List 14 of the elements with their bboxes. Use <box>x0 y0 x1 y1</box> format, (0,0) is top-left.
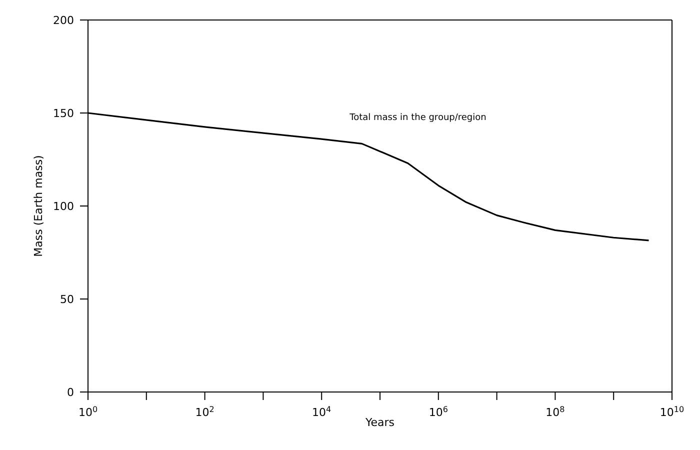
x-axis-title: Years <box>364 416 395 429</box>
x-tick-label: 10$^{8}$ <box>546 404 565 419</box>
annotation: Total mass in the group/region <box>348 113 486 123</box>
y-tick-label: 100 <box>53 200 74 213</box>
y-tick-label: 200 <box>53 14 74 27</box>
y-tick-label: 0 <box>67 386 74 399</box>
x-tick-label: 10$^{4}$ <box>312 404 332 419</box>
x-tick-label: 10$^{10}$ <box>660 404 684 419</box>
y-tick-label: 50 <box>60 293 74 306</box>
y-tick-label: 150 <box>53 107 74 120</box>
x-tick-label: 10$^{0}$ <box>78 404 98 419</box>
y-axis-title: Mass (Earth mass) <box>32 155 45 257</box>
x-tick-label: 10$^{2}$ <box>195 404 214 419</box>
x-tick-label: 10$^{6}$ <box>428 404 448 419</box>
